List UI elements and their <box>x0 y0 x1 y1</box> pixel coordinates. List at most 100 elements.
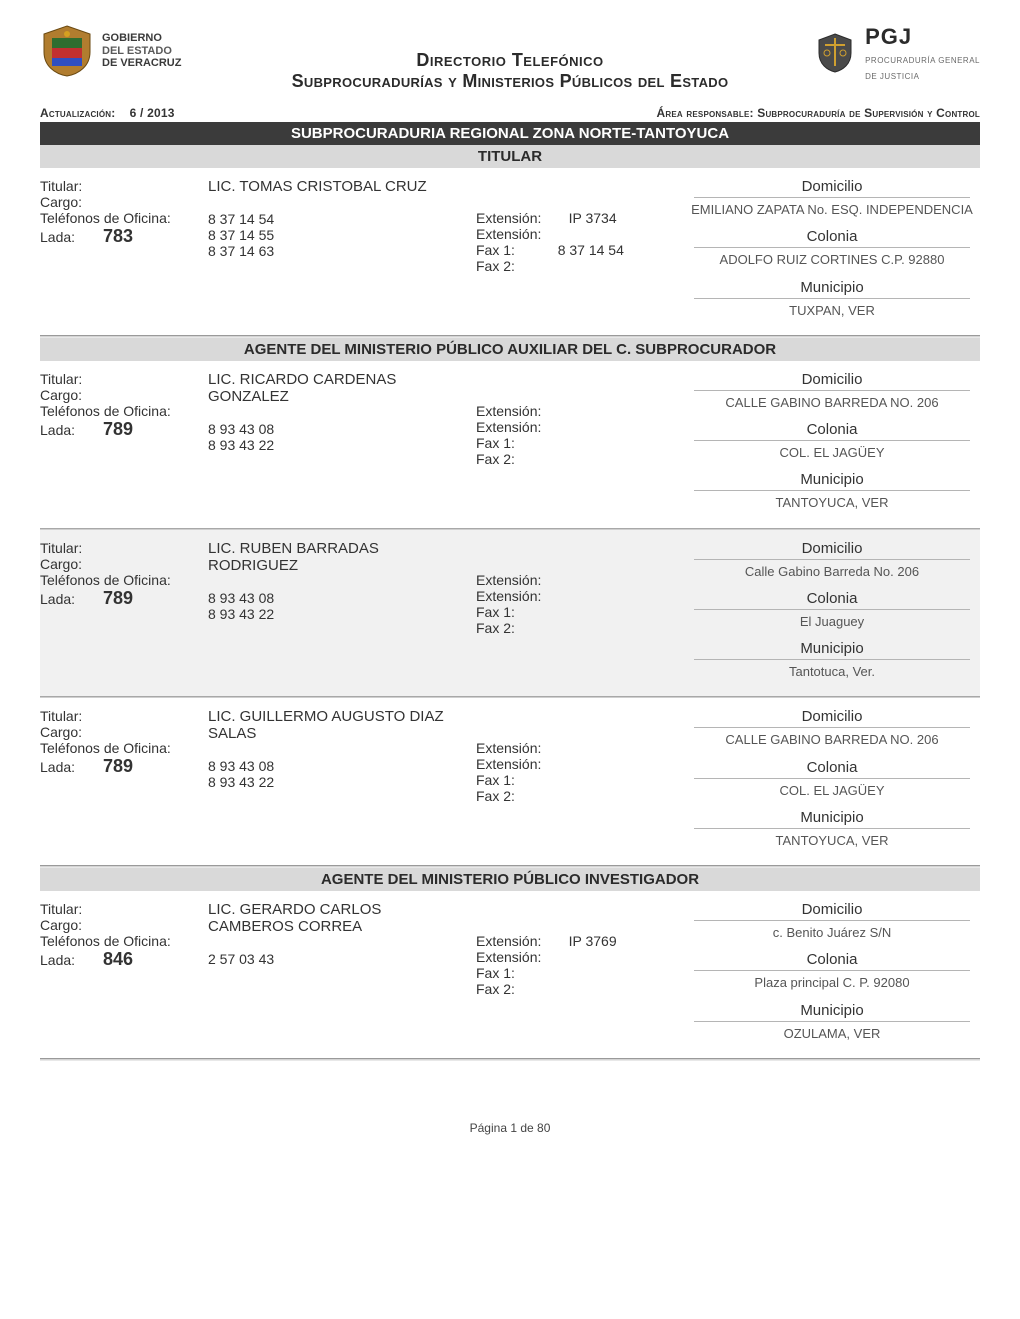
entry-name: LIC. GUILLERMO AUGUSTO DIAZ SALAS <box>208 708 468 742</box>
side-domicilio-val: c. Benito Juárez S/N <box>684 921 980 951</box>
entry-name: LIC. TOMAS CRISTOBAL CRUZ <box>208 178 468 195</box>
entry-block: Titular: Cargo: Teléfonos de Oficina: La… <box>40 891 980 1061</box>
entry-tel2: 8 37 14 55 <box>208 227 468 243</box>
side-colonia-val: COL. EL JAGÜEY <box>684 441 980 471</box>
lada-value: 846 <box>103 949 133 970</box>
side-domicilio-head: Domicilio <box>694 540 970 560</box>
label-cargo: Cargo: <box>40 556 200 572</box>
label-cargo: Cargo: <box>40 917 200 933</box>
side-domicilio-val: Calle Gabino Barreda No. 206 <box>684 560 980 590</box>
gov-line2: DEL ESTADO <box>102 45 181 58</box>
side-colonia-val: ADOLFO RUIZ CORTINES C.P. 92880 <box>684 248 980 278</box>
gov-line3: DE VERACRUZ <box>102 57 181 70</box>
label-lada: Lada: <box>40 591 75 607</box>
side-domicilio-val: EMILIANO ZAPATA No. ESQ. INDEPENDENCIA <box>684 198 980 228</box>
side-domicilio-head: Domicilio <box>694 178 970 198</box>
label-ext: Extensión: <box>476 933 541 949</box>
pgj-shield-icon <box>813 31 857 75</box>
gov-line1: GOBIERNO <box>102 32 181 45</box>
entry-tel1: 8 93 43 08 <box>208 421 468 437</box>
entry-block: Titular: Cargo: Teléfonos de Oficina: La… <box>40 168 980 338</box>
label-titular: Titular: <box>40 178 200 194</box>
label-ext: Extensión: <box>476 740 676 756</box>
band-region: SUBPROCURADURIA REGIONAL ZONA NORTE-TANT… <box>40 122 980 145</box>
entry-block: Titular: Cargo: Teléfonos de Oficina: La… <box>40 361 980 530</box>
entry-fax1: 8 37 14 54 <box>558 242 624 258</box>
side-domicilio-val: CALLE GABINO BARREDA NO. 206 <box>684 728 980 758</box>
entry-tel1: 2 57 03 43 <box>208 951 468 967</box>
label-titular: Titular: <box>40 371 200 387</box>
side-colonia-head: Colonia <box>694 759 970 779</box>
label-ext: Extensión: <box>476 572 676 588</box>
side-municipio-val: TUXPAN, VER <box>684 299 980 329</box>
side-domicilio-head: Domicilio <box>694 901 970 921</box>
label-cargo: Cargo: <box>40 724 200 740</box>
entry-tel1: 8 37 14 54 <box>208 211 468 227</box>
label-ext: Extensión: <box>476 210 541 226</box>
entry-tel1: 8 93 43 08 <box>208 590 468 606</box>
side-municipio-head: Municipio <box>694 471 970 491</box>
label-fax1: Fax 1: <box>476 242 515 258</box>
band-titular: TITULAR <box>40 145 980 168</box>
side-municipio-head: Municipio <box>694 279 970 299</box>
label-ext: Extensión: <box>476 226 676 242</box>
band-auxiliar: AGENTE DEL MINISTERIO PÚBLICO AUXILIAR D… <box>40 338 980 361</box>
label-lada: Lada: <box>40 422 75 438</box>
label-fax1: Fax 1: <box>476 965 676 981</box>
label-ext: Extensión: <box>476 588 676 604</box>
pgj-label: PGJ <box>865 24 912 49</box>
label-fax1: Fax 1: <box>476 604 676 620</box>
veracruz-shield-icon <box>40 24 94 78</box>
gov-logo-block: GOBIERNO DEL ESTADO DE VERACRUZ <box>40 24 181 78</box>
label-ext: Extensión: <box>476 949 676 965</box>
lada-value: 789 <box>103 756 133 777</box>
entry-name: LIC. GERARDO CARLOS CAMBEROS CORREA <box>208 901 468 935</box>
pgj-logo-block: PGJ PROCURADURÍA GENERAL DE JUSTICIA <box>813 24 980 82</box>
side-colonia-head: Colonia <box>694 421 970 441</box>
actualizacion-label: Actualización: <box>40 106 115 120</box>
label-cargo: Cargo: <box>40 387 200 403</box>
entry-tel2: 8 93 43 22 <box>208 437 468 453</box>
label-ext: Extensión: <box>476 419 676 435</box>
label-cargo: Cargo: <box>40 194 200 210</box>
side-colonia-val: COL. EL JAGÜEY <box>684 779 980 809</box>
side-municipio-val: TANTOYUCA, VER <box>684 829 980 859</box>
area-responsable: Área responsable: Subprocuraduría de Sup… <box>657 106 980 120</box>
band-investigador: AGENTE DEL MINISTERIO PÚBLICO INVESTIGAD… <box>40 868 980 891</box>
entry-name: LIC. RICARDO CARDENAS GONZALEZ <box>208 371 468 405</box>
label-lada: Lada: <box>40 759 75 775</box>
label-lada: Lada: <box>40 229 75 245</box>
label-fax2: Fax 2: <box>476 788 676 804</box>
label-fax1: Fax 1: <box>476 435 676 451</box>
side-domicilio-head: Domicilio <box>694 708 970 728</box>
label-fax2: Fax 2: <box>476 981 676 997</box>
side-colonia-head: Colonia <box>694 951 970 971</box>
side-colonia-head: Colonia <box>694 590 970 610</box>
entry-name: LIC. RUBEN BARRADAS RODRIGUEZ <box>208 540 468 574</box>
side-colonia-val: El Juaguey <box>684 610 980 640</box>
label-lada: Lada: <box>40 952 75 968</box>
side-municipio-head: Municipio <box>694 1002 970 1022</box>
pgj-sub1: PROCURADURÍA GENERAL <box>865 56 980 65</box>
side-municipio-val: Tantotuca, Ver. <box>684 660 980 690</box>
label-telefonos: Teléfonos de Oficina: <box>40 933 200 949</box>
page-footer: Página 1 de 80 <box>40 1121 980 1135</box>
label-fax2: Fax 2: <box>476 451 676 467</box>
lada-value: 789 <box>103 419 133 440</box>
label-titular: Titular: <box>40 708 200 724</box>
entry-block: Titular: Cargo: Teléfonos de Oficina: La… <box>40 530 980 699</box>
label-titular: Titular: <box>40 901 200 917</box>
label-telefonos: Teléfonos de Oficina: <box>40 572 200 588</box>
entry-tel1: 8 93 43 08 <box>208 758 468 774</box>
lada-value: 783 <box>103 226 133 247</box>
label-fax2: Fax 2: <box>476 620 676 636</box>
label-fax1: Fax 1: <box>476 772 676 788</box>
entry-tel3: 8 37 14 63 <box>208 243 468 259</box>
actualizacion-value: 6 / 2013 <box>130 106 175 120</box>
entry-tel2: 8 93 43 22 <box>208 606 468 622</box>
side-domicilio-val: CALLE GABINO BARREDA NO. 206 <box>684 391 980 421</box>
side-colonia-head: Colonia <box>694 228 970 248</box>
label-ext: Extensión: <box>476 756 676 772</box>
side-domicilio-head: Domicilio <box>694 371 970 391</box>
side-municipio-head: Municipio <box>694 640 970 660</box>
